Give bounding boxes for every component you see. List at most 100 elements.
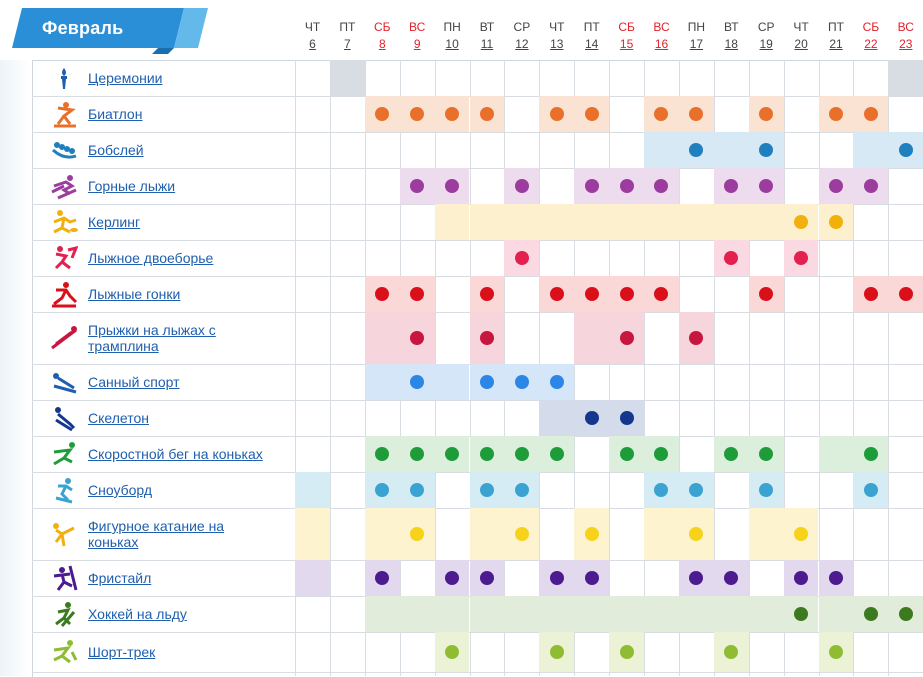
medal-event-dot[interactable] [759,483,774,497]
medal-event-dot[interactable] [619,645,634,659]
medal-event-dot[interactable] [375,447,390,461]
medal-event-dot[interactable] [445,645,460,659]
day-number-link[interactable]: 7 [344,37,351,51]
medal-event-dot[interactable] [724,645,739,659]
medal-event-dot[interactable] [898,287,913,301]
medal-event-dot[interactable] [759,107,774,121]
day-number-link[interactable]: 17 [689,37,704,51]
medal-event-dot[interactable] [410,375,425,389]
medal-event-dot[interactable] [410,107,425,121]
medal-event-dot[interactable] [584,107,599,121]
medal-event-dot[interactable] [514,251,529,265]
day-number-link[interactable]: 14 [585,37,599,51]
medal-event-dot[interactable] [898,607,913,621]
sport-name-link[interactable]: Скелетон [88,410,149,426]
medal-event-dot[interactable] [724,447,739,461]
medal-event-dot[interactable] [445,447,460,461]
medal-event-dot[interactable] [479,375,494,389]
sport-name-link[interactable]: Горные лыжи [88,178,176,194]
day-number-link[interactable]: 13 [550,37,564,51]
sport-name-link[interactable]: Хоккей на льду [88,606,187,622]
medal-event-dot[interactable] [375,287,390,301]
medal-event-dot[interactable] [410,527,425,541]
sport-name-link[interactable]: Биатлон [88,106,143,122]
medal-event-dot[interactable] [410,483,425,497]
medal-event-dot[interactable] [828,571,843,585]
sport-name-link[interactable]: Лыжные гонки [88,286,181,302]
sport-name-link[interactable]: Церемонии [88,70,163,86]
medal-event-dot[interactable] [759,447,774,461]
medal-event-dot[interactable] [619,447,634,461]
sport-name-link[interactable]: Сноуборд [88,482,153,498]
medal-event-dot[interactable] [863,287,878,301]
day-number-link[interactable]: 12 [515,37,529,51]
medal-event-dot[interactable] [514,483,529,497]
medal-event-dot[interactable] [619,331,634,345]
sport-name-link[interactable]: Керлинг [88,214,141,230]
medal-event-dot[interactable] [689,331,704,345]
day-number-link[interactable]: 11 [480,37,494,51]
medal-event-dot[interactable] [584,287,599,301]
medal-event-dot[interactable] [479,107,494,121]
medal-event-dot[interactable] [863,179,878,193]
day-number-link[interactable]: 6 [309,37,316,51]
medal-event-dot[interactable] [689,527,704,541]
medal-event-dot[interactable] [584,179,599,193]
medal-event-dot[interactable] [375,571,390,585]
medal-event-dot[interactable] [410,447,425,461]
medal-event-dot[interactable] [445,107,460,121]
medal-event-dot[interactable] [445,571,460,585]
sport-name-link[interactable]: Санный спорт [88,374,180,390]
sport-name-link[interactable]: Бобслей [88,142,144,158]
medal-event-dot[interactable] [654,107,669,121]
medal-event-dot[interactable] [654,179,669,193]
medal-event-dot[interactable] [689,143,704,157]
medal-event-dot[interactable] [514,447,529,461]
medal-event-dot[interactable] [619,411,634,425]
medal-event-dot[interactable] [828,179,843,193]
medal-event-dot[interactable] [549,447,564,461]
medal-event-dot[interactable] [759,143,774,157]
medal-event-dot[interactable] [863,483,878,497]
medal-event-dot[interactable] [724,571,739,585]
medal-event-dot[interactable] [863,107,878,121]
medal-event-dot[interactable] [584,411,599,425]
sport-name-link[interactable]: Лыжное двоеборье [88,250,214,266]
day-number-link[interactable]: 8 [378,37,386,51]
sport-name-link[interactable]: Скоростной бег на коньках [88,446,263,462]
medal-event-dot[interactable] [479,331,494,345]
medal-event-dot[interactable] [863,607,878,621]
medal-event-dot[interactable] [479,287,494,301]
day-number-link[interactable]: 16 [654,37,669,51]
medal-event-dot[interactable] [375,483,390,497]
medal-event-dot[interactable] [584,571,599,585]
medal-event-dot[interactable] [549,287,564,301]
medal-event-dot[interactable] [619,287,634,301]
medal-event-dot[interactable] [828,215,843,229]
medal-event-dot[interactable] [514,179,529,193]
medal-event-dot[interactable] [794,215,809,229]
medal-event-dot[interactable] [514,527,529,541]
medal-event-dot[interactable] [828,107,843,121]
medal-event-dot[interactable] [689,571,704,585]
day-number-link[interactable]: 18 [724,37,738,51]
day-number-link[interactable]: 10 [445,37,459,51]
medal-event-dot[interactable] [549,645,564,659]
medal-event-dot[interactable] [549,571,564,585]
medal-event-dot[interactable] [724,251,739,265]
day-number-link[interactable]: 23 [899,37,913,51]
medal-event-dot[interactable] [794,571,809,585]
medal-event-dot[interactable] [654,483,669,497]
day-number-link[interactable]: 22 [864,37,878,51]
medal-event-dot[interactable] [410,179,425,193]
medal-event-dot[interactable] [689,483,704,497]
medal-event-dot[interactable] [898,143,913,157]
sport-name-link[interactable]: Шорт-трек [88,644,156,660]
medal-event-dot[interactable] [794,607,809,621]
medal-event-dot[interactable] [479,483,494,497]
sport-name-link[interactable]: Фигурное катание на коньках [88,518,225,550]
medal-event-dot[interactable] [759,287,774,301]
medal-event-dot[interactable] [619,179,634,193]
medal-event-dot[interactable] [654,447,669,461]
medal-event-dot[interactable] [410,287,425,301]
